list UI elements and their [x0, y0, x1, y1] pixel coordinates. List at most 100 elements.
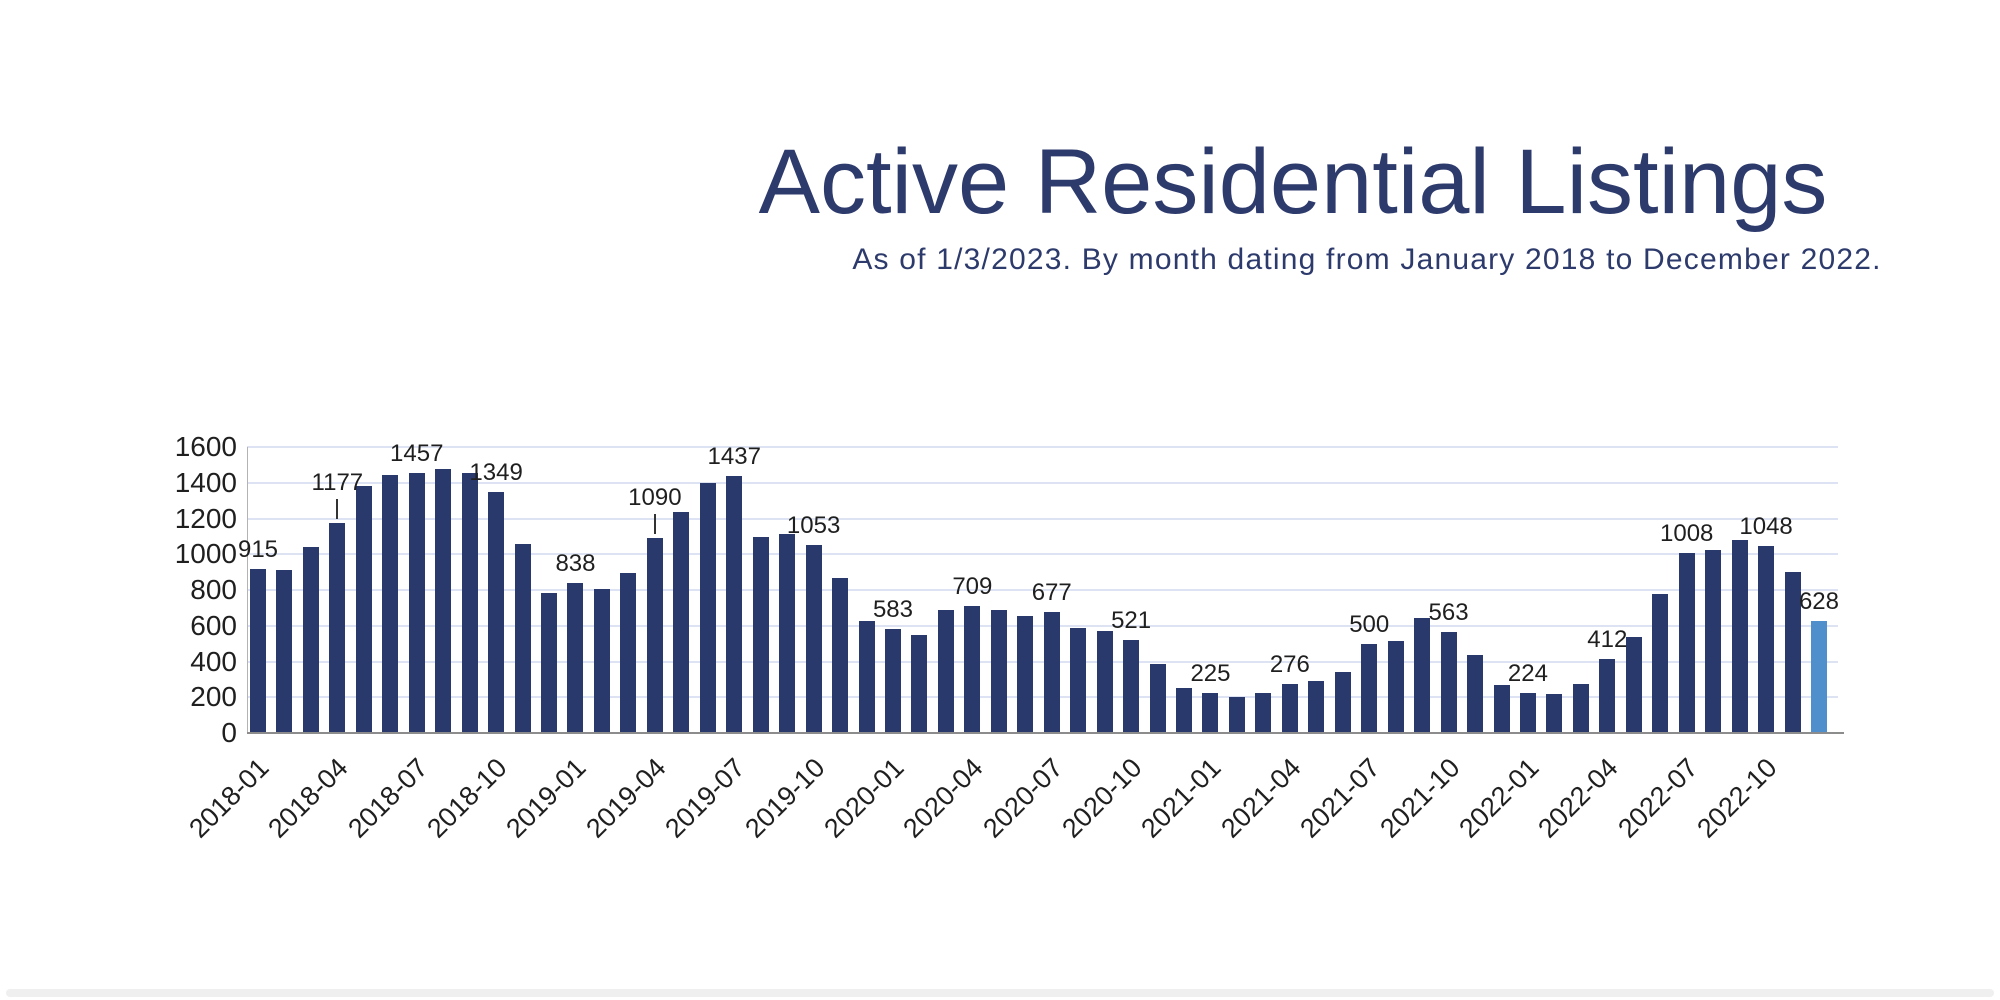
bar-value-label-2021-07: 500	[1349, 610, 1390, 638]
bar-2022-06	[1652, 593, 1669, 733]
data-label-leader-line	[336, 498, 339, 519]
bar-2019-08	[752, 537, 769, 733]
bar-2021-10	[1440, 632, 1457, 733]
bar-2022-10	[1758, 545, 1775, 733]
bar-value-label-2018-07: 1457	[390, 439, 444, 467]
bar-2019-11	[832, 578, 849, 733]
bar-2020-04	[964, 606, 981, 733]
bar-value-label-2019-04: 1090	[628, 484, 682, 512]
bar-value-label-2019-10: 1053	[786, 511, 841, 539]
bar-2021-03	[1255, 693, 1272, 733]
gridline-200	[247, 696, 1838, 699]
bar-2022-08	[1705, 549, 1722, 733]
bar-2020-07	[1043, 611, 1060, 733]
bar-value-label-2020-01: 583	[872, 595, 913, 623]
bar-2021-05	[1308, 680, 1325, 733]
bar-2022-09	[1731, 539, 1748, 733]
bar-2021-09	[1414, 618, 1431, 733]
bar-2019-06	[699, 483, 716, 733]
gridline-800	[247, 589, 1838, 591]
bar-value-label-2021-04: 276	[1269, 650, 1310, 678]
bar-2019-12	[858, 621, 875, 733]
bar-value-label-2021-01: 225	[1190, 659, 1231, 687]
bar-2021-08	[1387, 640, 1404, 733]
bar-2018-07	[408, 472, 425, 733]
bar-value-label-2020-10: 521	[1111, 606, 1152, 634]
bar-2018-02	[276, 569, 293, 733]
bar-2019-02	[593, 589, 610, 733]
y-tick-label-200: 200	[190, 681, 237, 713]
bar-value-label-2022-04: 412	[1587, 626, 1628, 654]
gridline-1600	[247, 446, 1838, 448]
y-tick-label-1200: 1200	[174, 502, 237, 534]
gridline-1400	[247, 481, 1838, 484]
gridline-1200	[247, 517, 1838, 520]
bar-2021-07	[1361, 643, 1378, 733]
bar-2019-05	[673, 512, 690, 733]
bar-value-label-2022-01: 224	[1507, 659, 1548, 687]
bar-2018-12	[541, 592, 558, 733]
bar-2022-12	[1810, 620, 1827, 733]
bar-2019-10	[805, 544, 822, 733]
bar-2018-09	[461, 473, 478, 733]
bar-2020-02	[911, 635, 928, 733]
bar-value-label-2018-04: 1177	[311, 468, 364, 496]
bar-2021-06	[1334, 671, 1351, 733]
bar-2020-01	[884, 628, 901, 733]
bar-2020-03	[937, 609, 954, 733]
bar-2022-11	[1784, 572, 1801, 733]
bar-2020-06	[1017, 616, 1034, 733]
bar-2018-03	[302, 546, 319, 733]
bar-value-label-2021-10: 563	[1428, 599, 1469, 627]
y-tick-label-800: 800	[190, 574, 237, 605]
bar-2022-05	[1625, 636, 1642, 733]
chart-subtitle: As of 1/3/2023. By month dating from Jan…	[852, 243, 1882, 276]
bar-2018-10	[488, 491, 505, 733]
bar-2020-11	[1149, 664, 1166, 733]
bar-2018-04	[329, 522, 346, 733]
bar-2020-08	[1070, 627, 1087, 733]
bar-2019-01	[567, 583, 584, 733]
bar-2022-03	[1572, 684, 1589, 733]
x-axis-line	[247, 732, 1844, 734]
bar-2020-05	[990, 609, 1007, 733]
bar-value-label-2022-10: 1048	[1739, 512, 1793, 540]
bar-2020-12	[1176, 688, 1193, 733]
bar-2018-05	[355, 485, 372, 733]
gridline-600	[247, 624, 1838, 627]
gridline-400	[247, 660, 1838, 663]
bar-value-label-2020-04: 709	[952, 573, 993, 601]
bar-2022-07	[1678, 552, 1695, 733]
bar-2020-09	[1096, 631, 1113, 733]
bar-value-label-2022-12: 628	[1798, 587, 1839, 615]
bar-value-label-2019-01: 838	[555, 550, 596, 578]
y-axis-line	[247, 447, 248, 733]
bar-value-label-2019-07: 1437	[707, 443, 761, 471]
y-tick-label-0: 0	[221, 717, 237, 748]
bar-2019-09	[779, 534, 796, 733]
y-tick-label-600: 600	[190, 609, 237, 641]
bar-2018-01	[250, 569, 266, 733]
bar-2022-01	[1519, 692, 1536, 733]
bar-value-label-2022-07: 1008	[1660, 519, 1714, 547]
bar-2020-10	[1123, 639, 1140, 733]
bar-2022-02	[1546, 694, 1563, 733]
y-tick-label-1400: 1400	[174, 466, 237, 498]
bar-2021-12	[1493, 684, 1510, 733]
bar-value-label-2020-07: 677	[1031, 578, 1072, 606]
bar-2019-04	[646, 538, 663, 733]
bar-2022-04	[1599, 659, 1616, 733]
gridline-1000	[247, 553, 1838, 556]
horizontal-scrollbar-track[interactable]	[6, 989, 1994, 997]
y-tick-label-1000: 1000	[174, 538, 237, 570]
y-tick-label-400: 400	[190, 645, 237, 677]
y-tick-label-1600: 1600	[174, 431, 237, 462]
chart-title: Active Residential Listings	[758, 131, 1828, 233]
bar-2021-02	[1228, 696, 1245, 733]
bar-2018-08	[435, 469, 452, 733]
bar-2018-06	[382, 474, 399, 733]
bar-value-label-2018-10: 1349	[469, 458, 523, 486]
bar-2019-07	[726, 476, 743, 733]
bar-2021-11	[1467, 654, 1484, 733]
